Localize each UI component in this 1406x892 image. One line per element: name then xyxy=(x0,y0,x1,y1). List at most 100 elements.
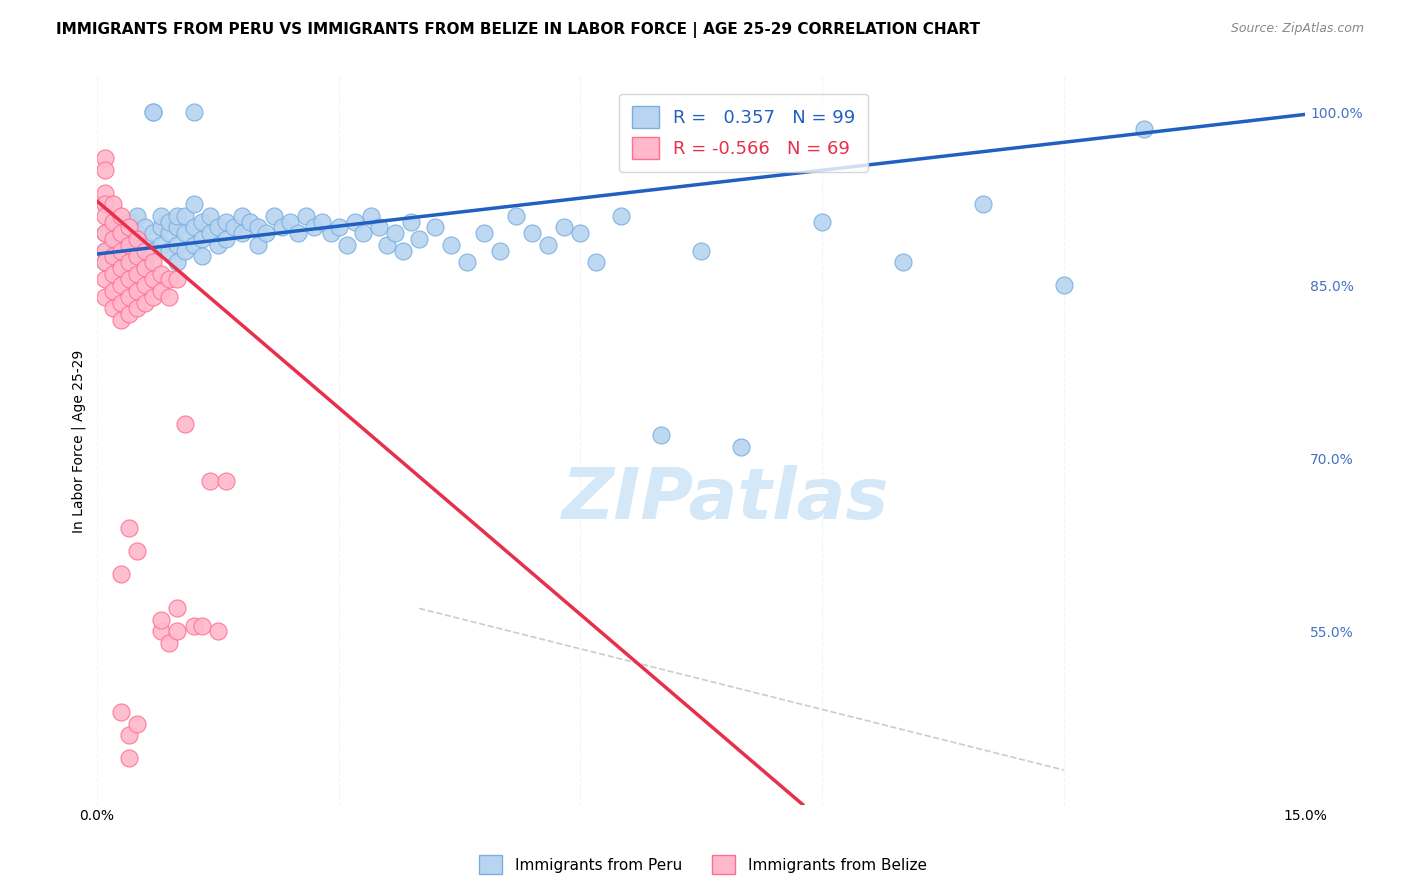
Point xyxy=(157,215,180,229)
Point xyxy=(166,601,188,615)
Point xyxy=(157,227,180,241)
Point xyxy=(278,215,301,229)
Point xyxy=(127,249,149,263)
Point xyxy=(118,272,141,286)
Point xyxy=(110,295,132,310)
Point xyxy=(246,237,269,252)
Point xyxy=(360,209,382,223)
Point xyxy=(319,227,342,241)
Point xyxy=(271,220,294,235)
Point xyxy=(94,186,117,200)
Point xyxy=(505,209,527,223)
Point xyxy=(94,255,117,269)
Point xyxy=(110,244,132,258)
Point xyxy=(118,520,141,534)
Point xyxy=(94,197,117,211)
Point xyxy=(127,716,149,731)
Point xyxy=(425,220,447,235)
Point xyxy=(150,284,173,298)
Point xyxy=(246,220,269,235)
Point xyxy=(127,244,149,258)
Point xyxy=(328,220,350,235)
Point xyxy=(127,227,149,241)
Point xyxy=(399,215,422,229)
Point xyxy=(891,255,914,269)
Point xyxy=(174,244,197,258)
Point xyxy=(110,278,132,293)
Point xyxy=(730,440,752,454)
Point xyxy=(157,272,180,286)
Point xyxy=(207,220,229,235)
Point xyxy=(215,475,238,489)
Point xyxy=(690,244,713,258)
Point xyxy=(150,220,173,235)
Point xyxy=(94,255,117,269)
Point xyxy=(198,475,221,489)
Point xyxy=(150,613,173,627)
Point xyxy=(231,227,253,241)
Point xyxy=(183,220,205,235)
Point xyxy=(375,237,398,252)
Point xyxy=(101,267,124,281)
Point xyxy=(190,215,212,229)
Point xyxy=(311,215,333,229)
Point xyxy=(440,237,463,252)
Point xyxy=(101,301,124,316)
Point xyxy=(142,290,165,304)
Point xyxy=(1133,122,1156,136)
Point xyxy=(94,227,117,241)
Text: Source: ZipAtlas.com: Source: ZipAtlas.com xyxy=(1230,22,1364,36)
Point xyxy=(166,255,188,269)
Point xyxy=(94,162,117,177)
Point xyxy=(101,215,124,229)
Point xyxy=(142,227,165,241)
Point xyxy=(343,215,366,229)
Point xyxy=(183,105,205,120)
Point xyxy=(101,249,124,263)
Point xyxy=(811,215,834,229)
Point xyxy=(198,227,221,241)
Point xyxy=(94,272,117,286)
Point xyxy=(215,232,238,246)
Point xyxy=(94,244,117,258)
Point xyxy=(142,105,165,120)
Point xyxy=(239,215,262,229)
Point xyxy=(118,267,141,281)
Legend: R =   0.357   N = 99, R = -0.566   N = 69: R = 0.357 N = 99, R = -0.566 N = 69 xyxy=(619,94,868,172)
Point xyxy=(183,237,205,252)
Point xyxy=(101,232,124,246)
Point xyxy=(118,220,141,235)
Point xyxy=(118,751,141,765)
Point xyxy=(101,197,124,211)
Point xyxy=(166,237,188,252)
Point xyxy=(118,215,141,229)
Point xyxy=(304,220,326,235)
Point xyxy=(198,209,221,223)
Point xyxy=(520,227,543,241)
Point xyxy=(101,249,124,263)
Point xyxy=(150,624,173,639)
Point xyxy=(101,284,124,298)
Point xyxy=(118,249,141,263)
Point xyxy=(150,209,173,223)
Point xyxy=(118,232,141,246)
Point xyxy=(190,249,212,263)
Point xyxy=(134,278,156,293)
Point xyxy=(352,227,374,241)
Point xyxy=(488,244,510,258)
Point xyxy=(110,237,132,252)
Point xyxy=(609,209,631,223)
Point xyxy=(174,227,197,241)
Point xyxy=(142,255,165,269)
Point xyxy=(367,220,389,235)
Point xyxy=(207,237,229,252)
Point xyxy=(110,220,132,235)
Point xyxy=(166,272,188,286)
Point xyxy=(142,272,165,286)
Point xyxy=(183,618,205,632)
Point xyxy=(94,209,117,223)
Point xyxy=(408,232,430,246)
Point xyxy=(110,566,132,581)
Point xyxy=(118,290,141,304)
Point xyxy=(650,428,672,442)
